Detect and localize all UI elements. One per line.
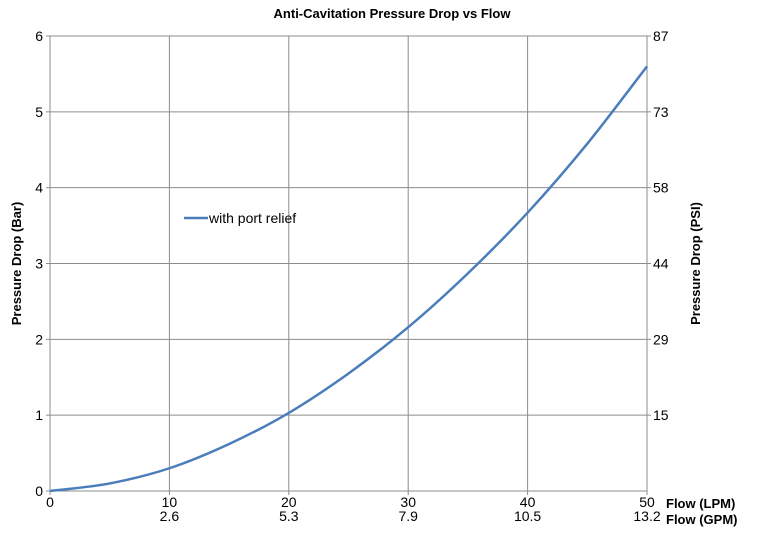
y-tick-label-right: 87 (653, 28, 669, 44)
y-tick-label-left: 6 (35, 28, 43, 44)
series-line-with-port-relief (49, 65, 648, 493)
y-tick-label-left: 0 (35, 483, 43, 499)
legend-label: with port relief (208, 210, 296, 226)
y-tick-label-left: 1 (35, 407, 43, 423)
x-tick-label-lpm: 0 (46, 494, 54, 510)
y-tick-label-left: 2 (35, 331, 43, 347)
y-tick-label-right: 15 (653, 407, 669, 423)
x-tick-label-lpm: 10 (162, 494, 178, 510)
y-tick-label-left: 5 (35, 104, 43, 120)
y-tick-label-right: 44 (653, 256, 669, 272)
y-axis-label-right: Pressure Drop (PSI) (688, 202, 703, 325)
y-tick-label-right: 29 (653, 331, 669, 347)
x-tick-label-lpm: 50 (639, 494, 655, 510)
x-axis-label-lpm: Flow (LPM) (666, 496, 735, 511)
legend: with port relief (184, 210, 296, 226)
y-tick-label-left: 3 (35, 256, 43, 272)
series-layer (49, 65, 648, 493)
x-tick-label-gpm: 5.3 (279, 508, 299, 524)
x-tick-label-lpm: 30 (400, 494, 416, 510)
y-tick-label-right: 73 (653, 104, 669, 120)
y-tick-label-left: 4 (35, 180, 43, 196)
x-tick-label-gpm: 2.6 (160, 508, 180, 524)
x-tick-label-lpm: 40 (520, 494, 536, 510)
tick-labels: 0 1 2 3 4 5 6 15 29 44 58 73 87 0 102.6 205.3 307.9 4010.… (35, 28, 669, 524)
grid (50, 36, 647, 491)
x-tick-label-gpm: 7.9 (398, 508, 418, 524)
x-axis-label-gpm: Flow (GPM) (666, 512, 738, 527)
y-axis-label-left: Pressure Drop (Bar) (9, 202, 24, 326)
x-tick-label-lpm: 20 (281, 494, 297, 510)
chart-title: Anti-Cavitation Pressure Drop vs Flow (274, 6, 512, 21)
x-tick-label-gpm: 13.2 (633, 508, 660, 524)
x-tick-label-gpm: 10.5 (514, 508, 541, 524)
y-tick-label-right: 58 (653, 180, 669, 196)
